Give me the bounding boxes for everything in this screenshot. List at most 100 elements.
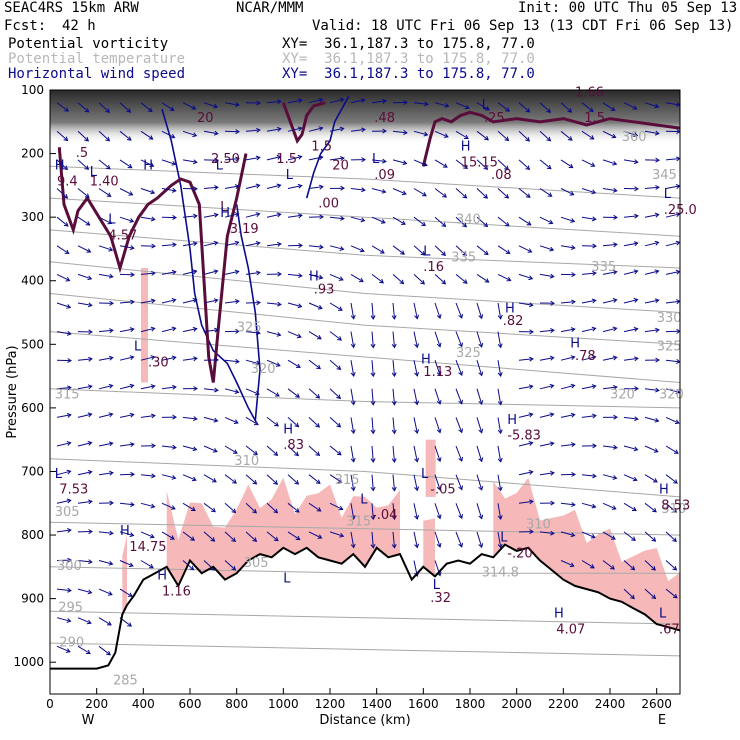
- wind-vector-head: [276, 126, 282, 132]
- wind-vector-head: [252, 508, 258, 514]
- wind-vector-head: [193, 186, 198, 192]
- wind-vector: [560, 245, 575, 249]
- y-tick-label: 400: [21, 274, 44, 288]
- wind-vector-head: [108, 273, 114, 279]
- wind-vector-head: [633, 159, 639, 165]
- wind-vector: [434, 159, 448, 168]
- wind-vector: [434, 245, 446, 256]
- wind-vector: [224, 388, 239, 393]
- wind-vector-head: [591, 326, 597, 332]
- wind-vector: [623, 130, 638, 137]
- wind-vector: [371, 159, 386, 162]
- wind-vector-head: [529, 356, 534, 362]
- wind-vector-head: [87, 412, 93, 418]
- wind-vector-head: [591, 298, 597, 304]
- extremum-mark: H: [507, 413, 517, 428]
- extremum-mark: L: [664, 187, 672, 202]
- wind-vector-head: [127, 622, 132, 627]
- wind-vector-head: [130, 471, 135, 477]
- wind-vector-head: [109, 530, 114, 536]
- wind-vector: [308, 98, 323, 104]
- wind-vector: [623, 328, 638, 333]
- wind-vector: [455, 159, 468, 169]
- wind-vector: [371, 100, 386, 104]
- wind-vector-head: [108, 441, 114, 447]
- wind-vector: [497, 102, 510, 112]
- wind-vector-head: [88, 329, 93, 335]
- wind-vector: [476, 503, 483, 519]
- wind-vector-head: [150, 216, 156, 222]
- wind-vector-head: [634, 356, 639, 362]
- wind-vector: [413, 445, 418, 462]
- wind-vector: [266, 243, 281, 247]
- wind-speed-contour: [305, 96, 350, 199]
- wind-vector-head: [256, 330, 261, 336]
- wind-vector: [98, 385, 113, 390]
- x-tick-label: 1000: [268, 697, 299, 711]
- wind-vector-head: [370, 343, 376, 349]
- wind-vector-head: [319, 214, 324, 220]
- wind-vector-head: [254, 420, 259, 426]
- wind-vector: [119, 188, 133, 196]
- wind-vector-head: [214, 387, 219, 393]
- wind-vector-head: [592, 473, 597, 479]
- wind-vector-head: [172, 444, 177, 450]
- wind-vector: [98, 472, 113, 476]
- x-tick-label: 800: [225, 697, 248, 711]
- wind-vector-head: [150, 355, 156, 360]
- wind-vector: [623, 270, 638, 275]
- wind-vector: [665, 588, 678, 599]
- positive-pv-region: [425, 439, 436, 497]
- wind-vector-head: [151, 243, 156, 249]
- wind-vector-head: [485, 106, 490, 111]
- wind-vector: [644, 531, 656, 542]
- y-tick-label: 500: [21, 337, 44, 351]
- wind-vector-head: [436, 342, 442, 348]
- wind-vector-head: [253, 450, 258, 456]
- wind-vector: [203, 329, 218, 333]
- theta-contour: [50, 293, 680, 345]
- theta-contour: [50, 458, 680, 498]
- wind-vector-head: [414, 515, 420, 520]
- wind-vector-head: [478, 543, 484, 549]
- theta-contour-label: 345: [652, 168, 677, 183]
- wind-vector: [455, 445, 463, 462]
- wind-vector-head: [297, 154, 303, 160]
- wind-vector-head: [630, 565, 636, 571]
- wind-vector-head: [193, 213, 198, 219]
- wind-vector: [56, 273, 70, 282]
- wind-vector: [623, 357, 638, 361]
- wind-vector: [119, 560, 134, 567]
- wind-vector: [287, 185, 302, 189]
- wind-vector: [224, 359, 239, 363]
- wind-vector: [392, 302, 395, 319]
- theta-contour-label: 305: [55, 505, 80, 520]
- wind-vector: [140, 415, 155, 418]
- field-label-theta: Potential temperature: [8, 51, 186, 67]
- wind-vector: [434, 445, 441, 462]
- wind-vector-head: [458, 514, 463, 520]
- wind-vector-head: [317, 534, 323, 539]
- pv-value-label: 20: [332, 159, 349, 174]
- wind-vector-head: [634, 386, 639, 392]
- wind-vector-head: [338, 505, 344, 511]
- wind-vector-head: [66, 413, 72, 418]
- x-tick-label: 1400: [361, 697, 392, 711]
- wind-vector-head: [634, 213, 639, 219]
- wind-vector: [266, 302, 281, 305]
- wind-vector-head: [654, 240, 660, 246]
- theta-contour-label: 285: [113, 674, 138, 689]
- wind-vector-head: [295, 393, 300, 398]
- wind-vector: [287, 214, 302, 218]
- wind-vector: [329, 127, 344, 132]
- wind-vector: [518, 500, 533, 504]
- wind-vector-head: [297, 98, 303, 104]
- wind-vector: [413, 331, 418, 348]
- wind-vector-head: [213, 240, 219, 246]
- wind-vector: [77, 159, 89, 170]
- wind-vector-head: [421, 221, 426, 227]
- wind-vector-head: [611, 505, 617, 510]
- wind-vector: [98, 273, 113, 278]
- wind-vector: [476, 159, 488, 170]
- wind-vector-head: [129, 532, 135, 538]
